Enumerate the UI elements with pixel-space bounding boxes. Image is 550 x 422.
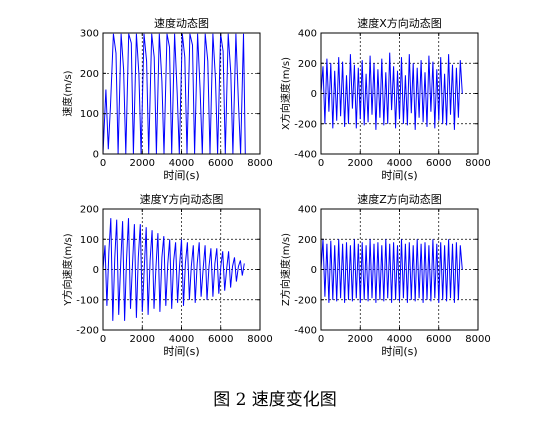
y-tick-label: 0 <box>311 89 317 100</box>
y-axis-label: Z方向速度(m/s) <box>279 233 292 306</box>
x-tick-label: 4000 <box>169 158 194 169</box>
y-tick-label: -200 <box>294 295 317 306</box>
y-tick-label: 0 <box>311 265 317 276</box>
x-tick-label: 4000 <box>169 334 194 345</box>
chart-title: 速度动态图 <box>154 16 209 30</box>
y-tick-label: -200 <box>294 119 317 130</box>
y-tick-label: -400 <box>294 326 317 337</box>
chart-title: 速度Y方向动态图 <box>140 192 224 206</box>
x-tick-label: 0 <box>318 334 324 345</box>
y-tick-label: -100 <box>76 295 99 306</box>
data-line <box>102 33 246 155</box>
x-axis-label: 时间(s) <box>163 169 199 182</box>
y-axis-label: 速度(m/s) <box>61 70 74 116</box>
x-tick-label: 0 <box>100 158 106 169</box>
y-tick-label: 400 <box>298 205 317 216</box>
y-tick-label: 100 <box>80 235 99 246</box>
y-axis-label: Y方向速度(m/s) <box>61 233 74 306</box>
data-line <box>320 52 463 130</box>
data-line <box>102 218 245 321</box>
chart-title: 速度X方向动态图 <box>357 16 442 30</box>
y-axis-label: X方向速度(m/s) <box>279 57 292 130</box>
x-tick-label: 0 <box>100 334 106 345</box>
y-tick-label: 400 <box>298 29 317 40</box>
y-tick-label: -200 <box>76 326 99 337</box>
y-tick-label: 0 <box>93 150 99 161</box>
x-axis-label: 时间(s) <box>381 345 417 358</box>
x-axis-label: 时间(s) <box>381 169 417 182</box>
data-line <box>320 239 463 303</box>
x-tick-label: 6000 <box>208 158 233 169</box>
x-tick-label: 6000 <box>426 158 451 169</box>
x-tick-label: 4000 <box>387 334 412 345</box>
x-tick-label: 2000 <box>130 158 155 169</box>
chart-title: 速度Z方向动态图 <box>357 192 442 206</box>
x-axis-label: 时间(s) <box>163 345 199 358</box>
x-tick-label: 6000 <box>208 334 233 345</box>
x-tick-label: 8000 <box>465 334 490 345</box>
x-tick-label: 8000 <box>247 158 272 169</box>
x-tick-label: 8000 <box>465 158 490 169</box>
x-tick-label: 6000 <box>426 334 451 345</box>
y-tick-label: -400 <box>294 150 317 161</box>
y-tick-label: 200 <box>80 69 99 80</box>
y-tick-label: 200 <box>298 59 317 70</box>
x-tick-label: 0 <box>318 158 324 169</box>
x-tick-label: 8000 <box>247 334 272 345</box>
chart-panel-3: 0 2000 4000 6000 8000 -200 -100 0 100 200 速度Y方向动态图… <box>61 192 273 358</box>
figure-caption: 图 2 速度变化图 <box>213 390 337 410</box>
y-tick-label: 200 <box>298 235 317 246</box>
x-tick-label: 2000 <box>348 158 373 169</box>
y-tick-label: 300 <box>80 29 99 40</box>
x-tick-label: 4000 <box>387 158 412 169</box>
y-tick-label: 200 <box>80 205 99 216</box>
x-tick-label: 2000 <box>130 334 155 345</box>
y-tick-label: 0 <box>93 265 99 276</box>
y-tick-label: 100 <box>80 109 99 120</box>
chart-panel-2: 0 2000 4000 6000 8000 -400 -200 0 200 400 速度X方向动态图… <box>279 16 491 182</box>
chart-panel-4: 0 2000 4000 6000 8000 -400 -200 0 200 400 速度Z方向动态图… <box>279 192 491 358</box>
x-tick-label: 2000 <box>348 334 373 345</box>
